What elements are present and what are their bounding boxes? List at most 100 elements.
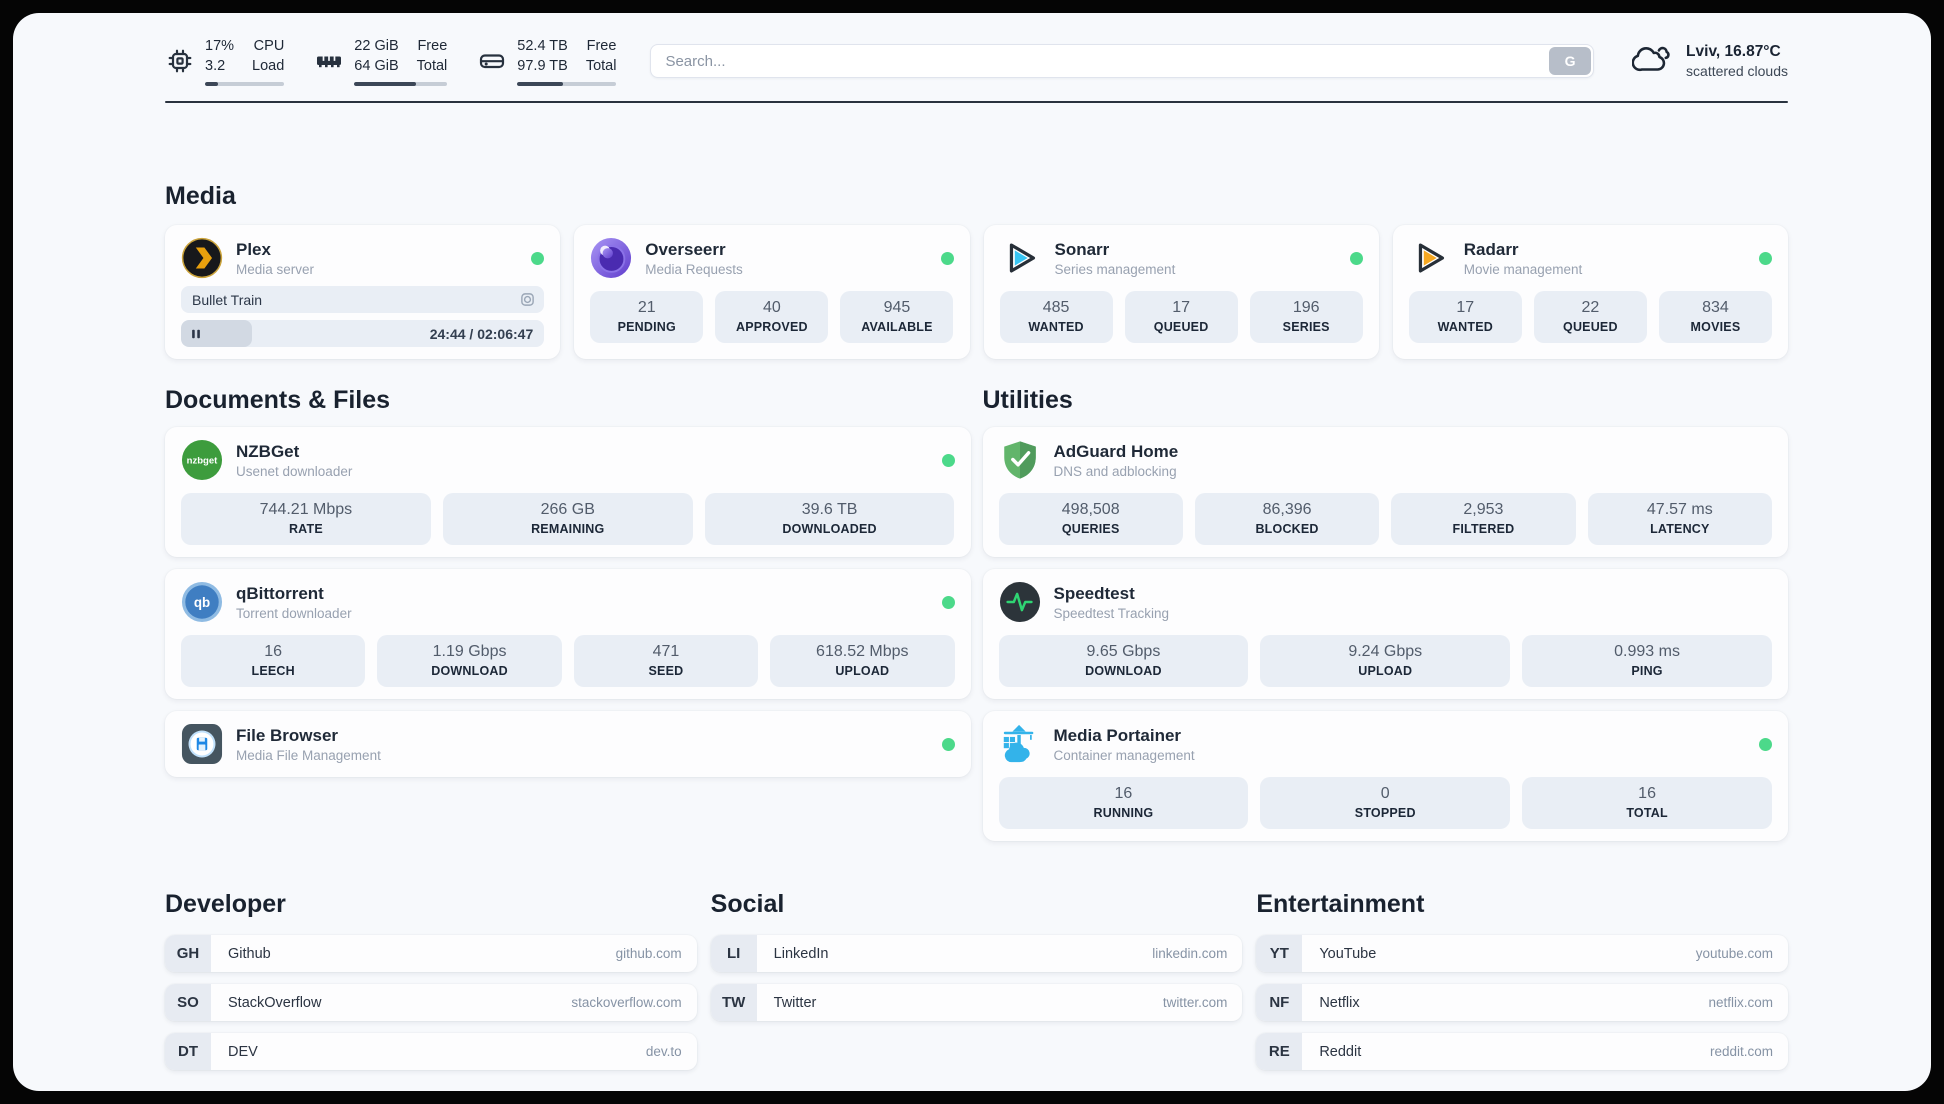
link-badge: YT (1256, 935, 1303, 972)
memory-progress-bar (354, 81, 448, 87)
app-name: Sonarr (1054, 239, 1110, 259)
stat-box: 9.65 Gbps DOWNLOAD (998, 635, 1249, 687)
app-name: AdGuard Home (1053, 441, 1179, 461)
section-heading-documents: Documents & Files (165, 386, 391, 414)
stat-box: 498,508 QUERIES (998, 493, 1183, 545)
top-bar: 17% 3.2 CPU Load (165, 35, 1788, 87)
storage-total-value: 97.9 TB (517, 58, 568, 75)
stat-box: 471 SEED (573, 635, 759, 687)
now-playing-row: Bullet Train (181, 286, 545, 313)
link-badge: TW (710, 984, 757, 1021)
playback-progress-bar: 24:44 / 02:06:47 (181, 320, 545, 347)
app-description: Container management (1053, 748, 1195, 764)
status-dot (940, 251, 954, 265)
link-github[interactable]: GH Github github.com (165, 935, 697, 972)
link-domain: netflix.com (1708, 995, 1773, 1010)
app-card-adguard[interactable]: AdGuard Home DNS and adblocking 498,508 Q… (982, 427, 1788, 557)
link-name: YouTube (1319, 945, 1377, 962)
storage-stat: 52.4 TB 97.9 TB Free Total (477, 36, 617, 87)
utilities-column: Utilities AdGuard Home DNS and adblockin… (982, 359, 1788, 841)
status-dot (1759, 737, 1772, 751)
app-description: Speedtest Tracking (1053, 606, 1170, 622)
cpu-usage-value: 17% (205, 37, 235, 54)
cloud-icon (1631, 40, 1674, 83)
header-divider (165, 101, 1788, 103)
weather-condition: scattered clouds (1686, 63, 1788, 79)
memory-icon (314, 46, 344, 76)
status-dot (941, 453, 955, 467)
app-name: Plex (236, 239, 271, 259)
filebrowser-icon (181, 723, 223, 765)
link-name: Reddit (1319, 1043, 1362, 1060)
app-card-radarr[interactable]: Radarr Movie management 17 WANTED 22 QUEUE… (1392, 225, 1788, 359)
link-badge: SO (165, 984, 211, 1021)
memory-total-label: Total (416, 58, 448, 75)
links-column-social: Social LI LinkedIn linkedin.com TW Twitt… (710, 889, 1243, 1033)
app-card-overseerr[interactable]: Overseerr Media Requests 21 PENDING 40 APP… (574, 225, 970, 359)
link-reddit[interactable]: RE Reddit reddit.com (1256, 1033, 1788, 1070)
search-engine-button[interactable]: G (1549, 47, 1592, 75)
memory-free-label: Free (417, 37, 448, 54)
storage-free-label: Free (586, 37, 617, 54)
link-dev[interactable]: DT DEV dev.to (165, 1033, 697, 1070)
link-badge: LI (710, 935, 757, 972)
link-youtube[interactable]: YT YouTube youtube.com (1256, 935, 1788, 972)
svg-text:nzbget: nzbget (187, 455, 219, 466)
app-name: File Browser (236, 725, 339, 745)
app-description: Movie management (1463, 262, 1583, 278)
app-description: DNS and adblocking (1053, 464, 1177, 480)
qbittorrent-icon: qb (181, 581, 223, 623)
link-domain: stackoverflow.com (571, 995, 682, 1010)
memory-progress-fill (354, 81, 416, 87)
nzbget-icon: nzbget (181, 439, 223, 481)
stat-box: 47.57 ms LATENCY (1587, 493, 1772, 545)
link-domain: dev.to (645, 1044, 682, 1059)
stat-box: 0 STOPPED (1260, 777, 1511, 829)
app-card-portainer[interactable]: Media Portainer Container management 16 R… (982, 711, 1788, 841)
link-name: LinkedIn (773, 945, 829, 962)
adguard-icon (999, 439, 1041, 481)
link-netflix[interactable]: NF Netflix netflix.com (1256, 984, 1788, 1021)
link-twitter[interactable]: TW Twitter twitter.com (710, 984, 1243, 1021)
playback-progress-fill (181, 320, 252, 347)
app-card-sonarr[interactable]: Sonarr Series management 485 WANTED 17 QUE… (983, 225, 1379, 359)
stat-box: 618.52 Mbps UPLOAD (770, 635, 955, 687)
app-card-filebrowser[interactable]: File Browser Media File Management (165, 711, 971, 777)
session-details-icon[interactable] (520, 292, 535, 307)
stat-box: 0.993 ms PING (1522, 635, 1772, 687)
stat-box: 1.19 Gbps DOWNLOAD (377, 635, 562, 687)
weather-widget: Lviv, 16.87°C scattered clouds (1631, 40, 1788, 83)
link-name: Netflix (1319, 994, 1360, 1011)
link-domain: twitter.com (1162, 995, 1228, 1010)
cpu-label: CPU (253, 37, 285, 54)
cpu-progress-bar (205, 81, 285, 87)
status-dot (1759, 251, 1772, 265)
stat-box: 834 MOVIES (1658, 291, 1772, 343)
app-card-speedtest[interactable]: Speedtest Speedtest Tracking 9.65 Gbps DO… (982, 569, 1788, 699)
app-description: Media server (236, 262, 315, 278)
memory-free-value: 22 GiB (354, 37, 399, 54)
cpu-progress-fill (205, 81, 219, 87)
section-heading-media: Media (165, 182, 236, 210)
app-card-qbittorrent[interactable]: qb qBittorrent Torrent downloader 16 LEEC… (165, 569, 971, 699)
pause-icon[interactable] (190, 328, 202, 340)
link-badge: DT (165, 1033, 211, 1070)
links-column-developer: Developer GH Github github.com SO StackO… (165, 889, 697, 1082)
status-dot (941, 737, 955, 751)
app-card-plex[interactable]: Plex Media server Bullet Train (165, 225, 561, 359)
link-stackoverflow[interactable]: SO StackOverflow stackoverflow.com (165, 984, 697, 1021)
stat-box: 266 GB REMAINING (442, 493, 693, 545)
stat-box: 21 PENDING (590, 291, 704, 343)
section-heading-utilities: Utilities (982, 386, 1073, 414)
stat-box: 39.6 TB DOWNLOADED (704, 493, 955, 545)
svg-text:qb: qb (194, 595, 210, 610)
search-input[interactable] (650, 44, 1595, 78)
stat-box: 9.24 Gbps UPLOAD (1260, 635, 1511, 687)
link-domain: github.com (615, 946, 682, 961)
cpu-icon (165, 46, 195, 76)
link-name: StackOverflow (228, 994, 322, 1011)
section-heading-social: Social (710, 890, 785, 918)
link-linkedin[interactable]: LI LinkedIn linkedin.com (710, 935, 1243, 972)
app-card-nzbget[interactable]: nzbget NZBGet Usenet downloader 744.21 M… (165, 427, 971, 557)
cpu-load-value: 3.2 (205, 58, 226, 75)
